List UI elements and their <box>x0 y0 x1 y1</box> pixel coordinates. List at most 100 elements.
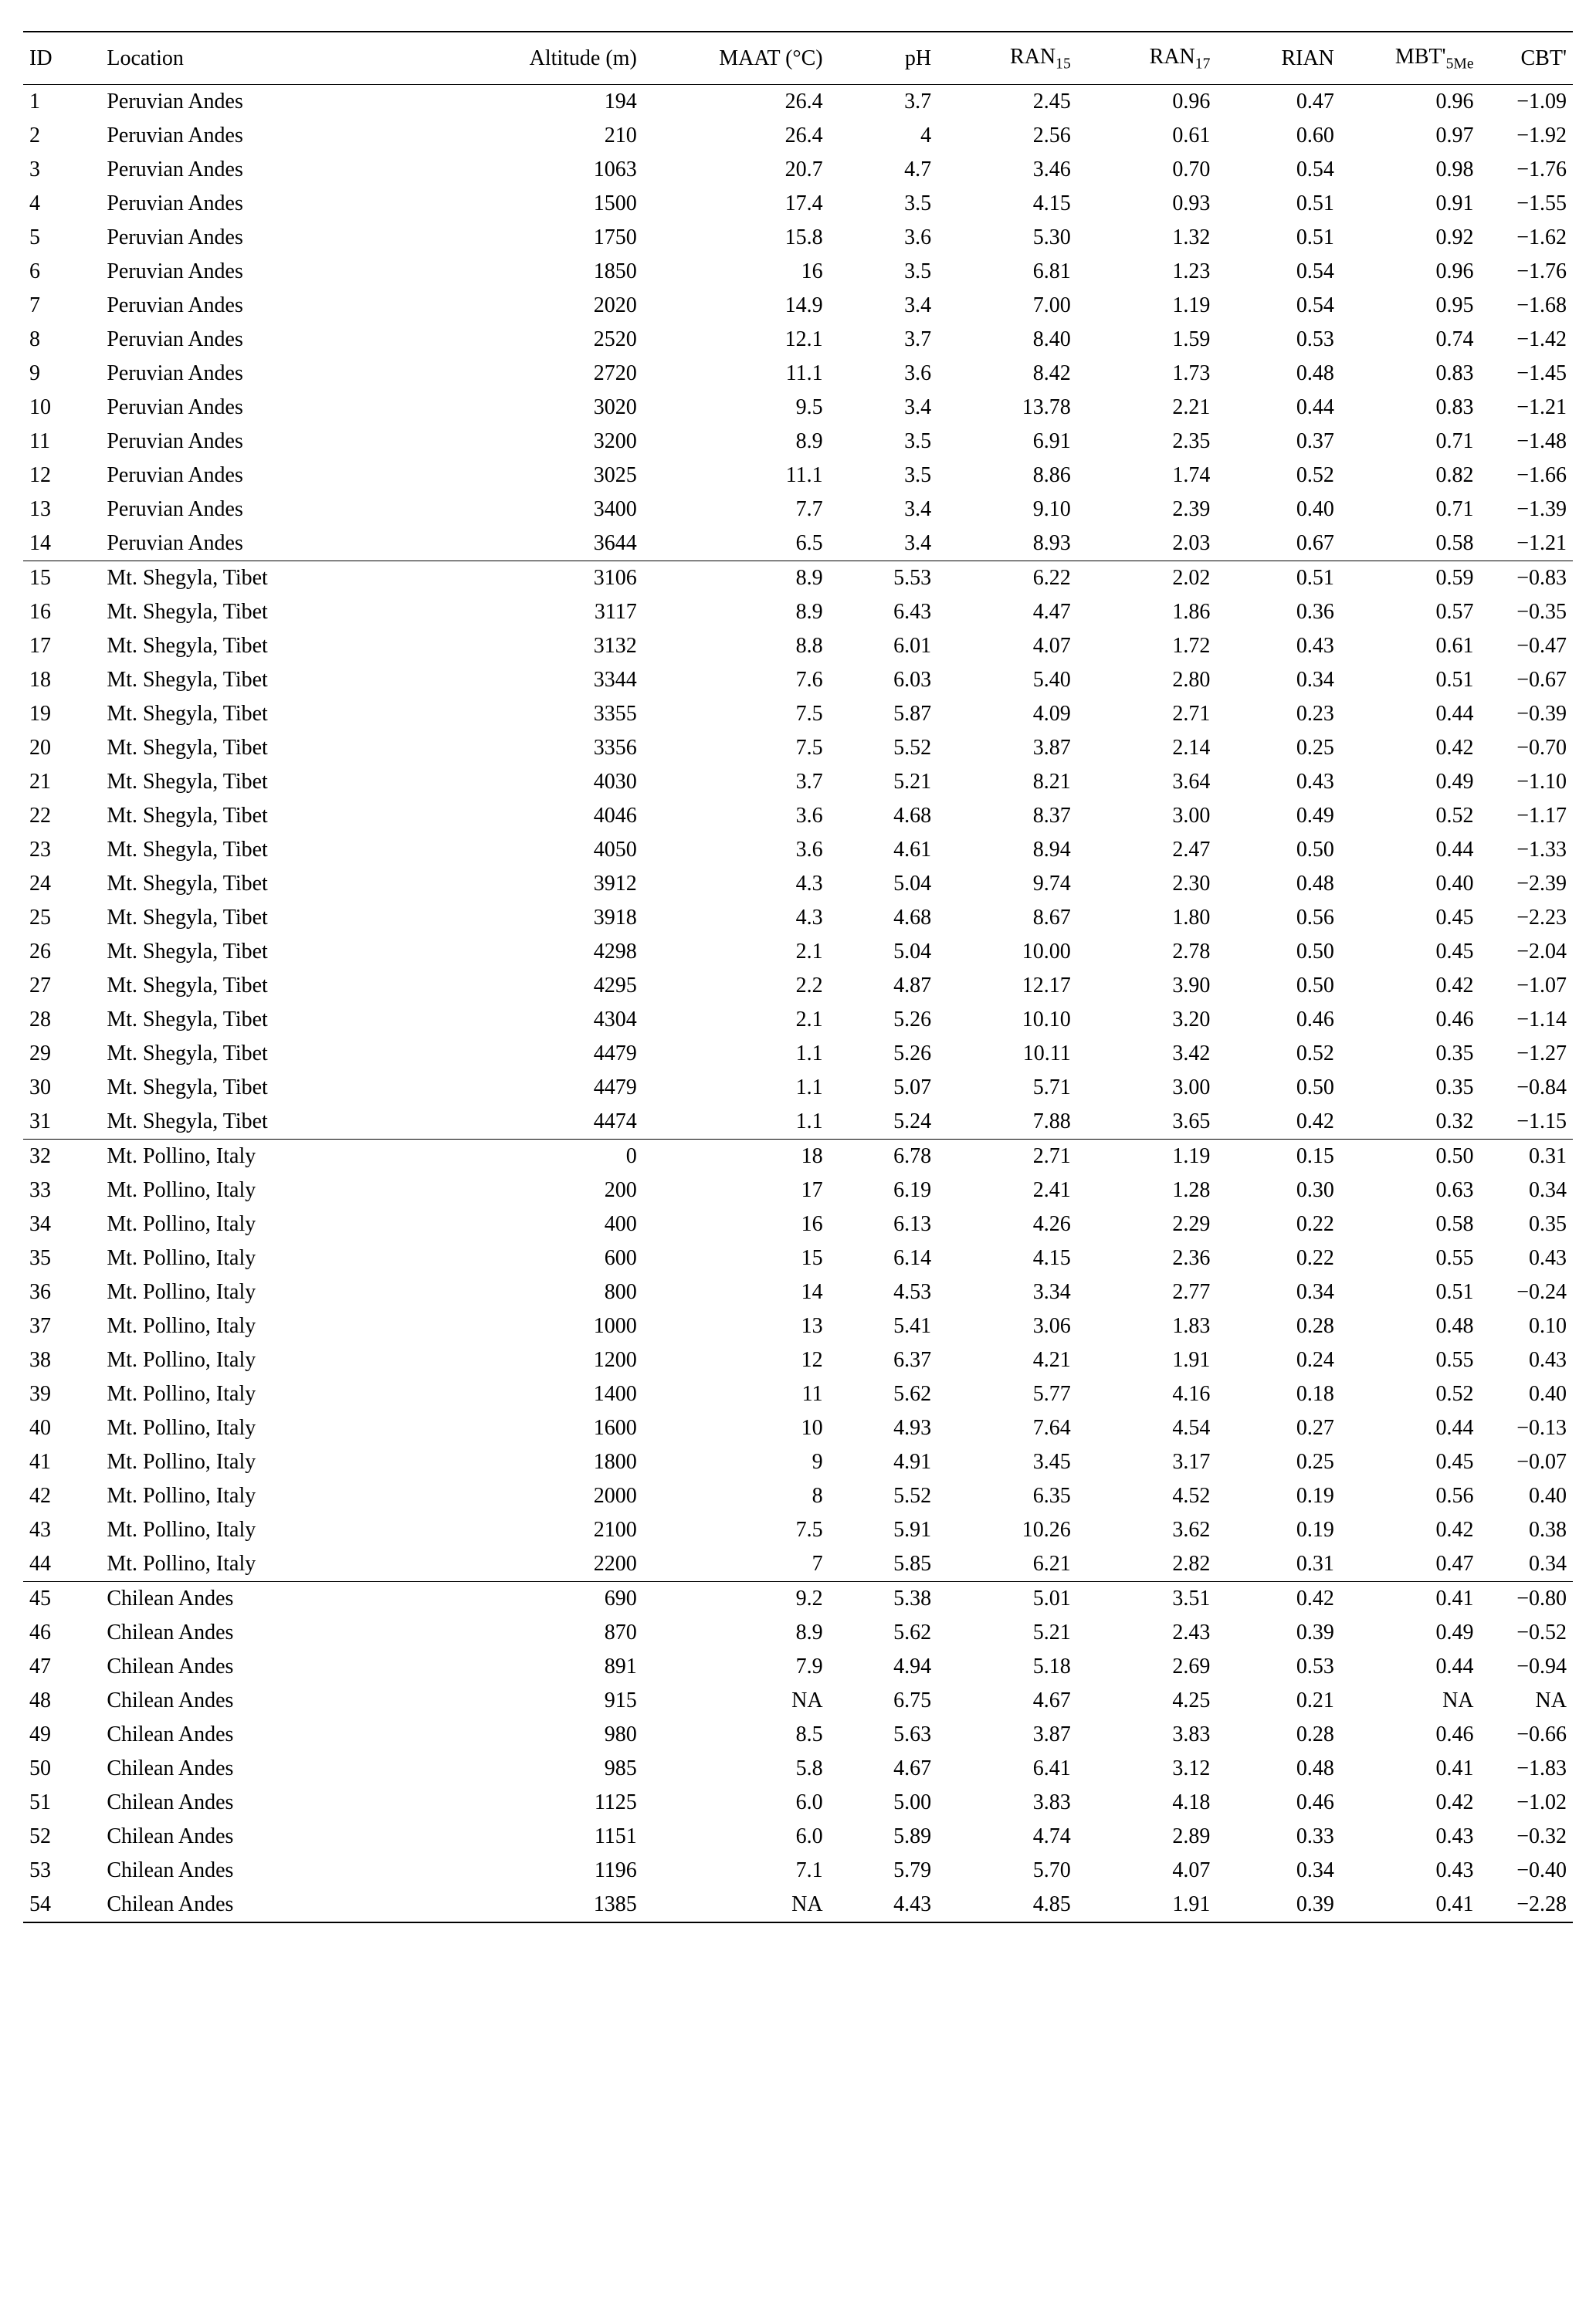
cell-location: Chilean Andes <box>100 1684 442 1718</box>
cell-altitude: 800 <box>442 1275 643 1309</box>
cell-ph: 5.62 <box>829 1616 937 1650</box>
table-row: 47Chilean Andes8917.94.945.182.690.530.4… <box>23 1650 1573 1684</box>
cell-ran17: 3.90 <box>1077 969 1217 1003</box>
cell-cbt: −1.39 <box>1480 493 1573 527</box>
cell-location: Peruvian Andes <box>100 391 442 425</box>
cell-id: 32 <box>23 1139 100 1174</box>
cell-rian: 0.49 <box>1216 799 1340 833</box>
cell-maat: 17 <box>643 1174 829 1208</box>
cell-ran15: 4.26 <box>937 1208 1077 1241</box>
cell-cbt: −1.76 <box>1480 153 1573 187</box>
cell-altitude: 3132 <box>442 629 643 663</box>
table-row: 48Chilean Andes915NA6.754.674.250.21NANA <box>23 1684 1573 1718</box>
cell-ran15: 6.21 <box>937 1547 1077 1582</box>
cell-ran15: 3.06 <box>937 1309 1077 1343</box>
table-row: 20Mt. Shegyla, Tibet33567.55.523.872.140… <box>23 731 1573 765</box>
table-row: 6Peruvian Andes1850163.56.811.230.540.96… <box>23 255 1573 289</box>
cell-altitude: 3400 <box>442 493 643 527</box>
cell-rian: 0.50 <box>1216 969 1340 1003</box>
cell-ph: 6.37 <box>829 1343 937 1377</box>
cell-ph: 5.24 <box>829 1105 937 1140</box>
table-row: 23Mt. Shegyla, Tibet40503.64.618.942.470… <box>23 833 1573 867</box>
cell-ran17: 3.65 <box>1077 1105 1217 1140</box>
table-row: 9Peruvian Andes272011.13.68.421.730.480.… <box>23 357 1573 391</box>
cell-altitude: 3020 <box>442 391 643 425</box>
cell-location: Peruvian Andes <box>100 187 442 221</box>
cell-id: 46 <box>23 1616 100 1650</box>
cell-id: 3 <box>23 153 100 187</box>
header-sub-mbt: 5Me <box>1446 56 1474 73</box>
cell-rian: 0.42 <box>1216 1581 1340 1616</box>
cell-location: Mt. Shegyla, Tibet <box>100 1037 442 1071</box>
table-row: 17Mt. Shegyla, Tibet31328.86.014.071.720… <box>23 629 1573 663</box>
cell-cbt: −1.27 <box>1480 1037 1573 1071</box>
cell-ran15: 6.91 <box>937 425 1077 459</box>
cell-altitude: 3355 <box>442 697 643 731</box>
cell-rian: 0.51 <box>1216 561 1340 595</box>
cell-rian: 0.43 <box>1216 629 1340 663</box>
cell-cbt: −0.67 <box>1480 663 1573 697</box>
cell-rian: 0.33 <box>1216 1820 1340 1854</box>
cell-id: 17 <box>23 629 100 663</box>
cell-rian: 0.34 <box>1216 1275 1340 1309</box>
cell-cbt: 0.38 <box>1480 1513 1573 1547</box>
table-row: 54Chilean Andes1385NA4.434.851.910.390.4… <box>23 1888 1573 1922</box>
cell-ran15: 3.87 <box>937 731 1077 765</box>
cell-id: 24 <box>23 867 100 901</box>
cell-ph: 3.5 <box>829 459 937 493</box>
cell-ran15: 8.21 <box>937 765 1077 799</box>
cell-rian: 0.25 <box>1216 731 1340 765</box>
cell-mbt: 0.98 <box>1340 153 1480 187</box>
cell-ran15: 6.41 <box>937 1752 1077 1786</box>
cell-cbt: −0.40 <box>1480 1854 1573 1888</box>
cell-ran15: 10.10 <box>937 1003 1077 1037</box>
column-header-cbt: CBT' <box>1480 32 1573 84</box>
cell-ran15: 10.11 <box>937 1037 1077 1071</box>
cell-location: Peruvian Andes <box>100 425 442 459</box>
cell-ran15: 4.21 <box>937 1343 1077 1377</box>
cell-id: 36 <box>23 1275 100 1309</box>
cell-mbt: 0.61 <box>1340 629 1480 663</box>
cell-altitude: 1125 <box>442 1786 643 1820</box>
cell-altitude: 1500 <box>442 187 643 221</box>
cell-mbt: 0.50 <box>1340 1139 1480 1174</box>
cell-ran15: 4.07 <box>937 629 1077 663</box>
cell-altitude: 1750 <box>442 221 643 255</box>
table-row: 37Mt. Pollino, Italy1000135.413.061.830.… <box>23 1309 1573 1343</box>
cell-location: Peruvian Andes <box>100 255 442 289</box>
cell-maat: 1.1 <box>643 1105 829 1140</box>
cell-location: Mt. Shegyla, Tibet <box>100 799 442 833</box>
cell-cbt: −0.66 <box>1480 1718 1573 1752</box>
cell-id: 10 <box>23 391 100 425</box>
cell-cbt: −1.55 <box>1480 187 1573 221</box>
table-row: 36Mt. Pollino, Italy800144.533.342.770.3… <box>23 1275 1573 1309</box>
table-row: 41Mt. Pollino, Italy180094.913.453.170.2… <box>23 1445 1573 1479</box>
cell-mbt: 0.57 <box>1340 595 1480 629</box>
cell-id: 12 <box>23 459 100 493</box>
cell-location: Chilean Andes <box>100 1820 442 1854</box>
cell-ph: 4.68 <box>829 799 937 833</box>
cell-id: 38 <box>23 1343 100 1377</box>
cell-location: Mt. Shegyla, Tibet <box>100 833 442 867</box>
table-row: 31Mt. Shegyla, Tibet44741.15.247.883.650… <box>23 1105 1573 1140</box>
cell-ph: 3.4 <box>829 493 937 527</box>
cell-id: 41 <box>23 1445 100 1479</box>
cell-cbt: −0.07 <box>1480 1445 1573 1479</box>
cell-ph: 5.26 <box>829 1037 937 1071</box>
cell-id: 37 <box>23 1309 100 1343</box>
cell-cbt: 0.34 <box>1480 1174 1573 1208</box>
cell-ran17: 2.30 <box>1077 867 1217 901</box>
table-row: 15Mt. Shegyla, Tibet31068.95.536.222.020… <box>23 561 1573 595</box>
cell-rian: 0.34 <box>1216 1854 1340 1888</box>
cell-id: 16 <box>23 595 100 629</box>
data-table: IDLocationAltitude (m)MAAT (°C)pHRAN15RA… <box>23 31 1573 1923</box>
cell-ran17: 2.47 <box>1077 833 1217 867</box>
table-row: 32Mt. Pollino, Italy0186.782.711.190.150… <box>23 1139 1573 1174</box>
cell-ran15: 7.88 <box>937 1105 1077 1140</box>
table-group: 15Mt. Shegyla, Tibet31068.95.536.222.020… <box>23 561 1573 1139</box>
cell-mbt: 0.44 <box>1340 1650 1480 1684</box>
cell-cbt: 0.43 <box>1480 1343 1573 1377</box>
cell-ran15: 5.40 <box>937 663 1077 697</box>
cell-cbt: −0.47 <box>1480 629 1573 663</box>
cell-id: 21 <box>23 765 100 799</box>
